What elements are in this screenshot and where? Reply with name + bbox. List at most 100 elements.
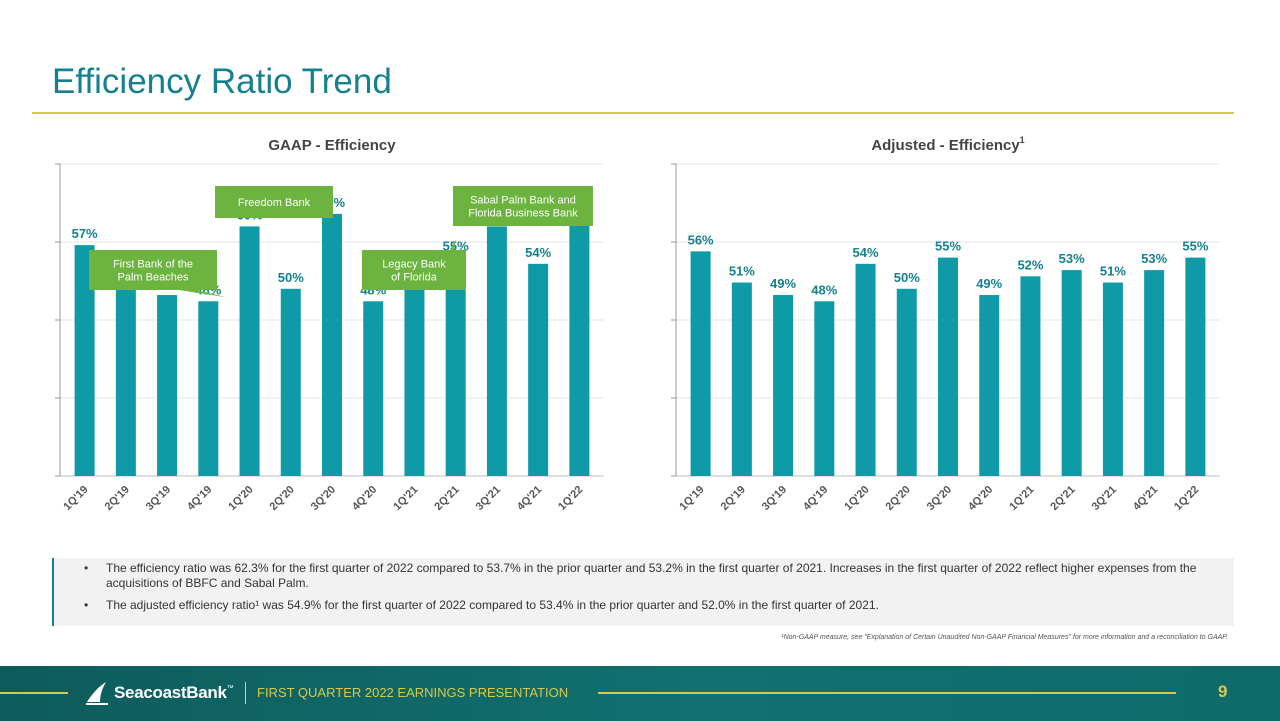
bar-1Q'19 bbox=[690, 251, 711, 476]
sail-icon bbox=[86, 682, 108, 705]
value-label: 52% bbox=[1017, 257, 1043, 272]
bar-1Q'21 bbox=[1020, 276, 1041, 476]
footnote: ¹Non-GAAP measure, see "Explanation of C… bbox=[781, 634, 1228, 641]
value-label: 55% bbox=[935, 239, 961, 254]
footer-rule-right bbox=[598, 692, 1176, 694]
x-tick-label: 3Q'21 bbox=[1090, 484, 1119, 513]
x-tick-label: 3Q'20 bbox=[309, 484, 338, 513]
bar-2Q'20 bbox=[280, 288, 301, 476]
x-tick-label: 2Q'20 bbox=[884, 484, 913, 513]
x-tick-label: 2Q'19 bbox=[719, 484, 748, 513]
callout-text: Legacy Bank bbox=[382, 259, 446, 271]
x-tick-label: 4Q'20 bbox=[966, 484, 995, 513]
bar-4Q'21 bbox=[1144, 270, 1165, 476]
bar-1Q'22 bbox=[1185, 257, 1206, 476]
value-label: 48% bbox=[811, 282, 837, 297]
callout-text: Palm Beaches bbox=[118, 272, 189, 284]
bar-4Q'20 bbox=[979, 295, 1000, 476]
x-tick-label: 1Q'21 bbox=[1007, 484, 1036, 513]
x-tick-label: 1Q'22 bbox=[556, 484, 585, 513]
bar-2Q'19 bbox=[115, 270, 136, 476]
bar-3Q'20 bbox=[938, 257, 958, 476]
x-tick-label: 1Q'21 bbox=[391, 484, 420, 513]
bar-4Q'21 bbox=[528, 263, 549, 476]
value-label: 54% bbox=[853, 245, 879, 260]
x-tick-label: 1Q'22 bbox=[1172, 484, 1201, 513]
callout-2: Freedom Bank bbox=[215, 185, 333, 218]
presentation-label: FIRST QUARTER 2022 EARNINGS PRESENTATION bbox=[257, 685, 569, 700]
value-label: 49% bbox=[976, 276, 1002, 291]
bar-4Q'19 bbox=[814, 301, 835, 476]
x-tick-label: 4Q'20 bbox=[350, 484, 379, 513]
page-number: 9 bbox=[1218, 682, 1228, 701]
logo-text: SeacoastBank bbox=[114, 683, 227, 702]
bar-3Q'19 bbox=[773, 295, 794, 476]
value-label: 50% bbox=[278, 270, 304, 285]
footer-rule-left bbox=[0, 692, 68, 694]
x-tick-label: 2Q'19 bbox=[103, 484, 132, 513]
x-tick-label: 3Q'21 bbox=[474, 484, 503, 513]
value-label: 50% bbox=[894, 270, 920, 285]
value-label: 57% bbox=[72, 226, 98, 241]
x-tick-label: 1Q'20 bbox=[842, 484, 871, 513]
x-tick-label: 4Q'21 bbox=[1131, 484, 1160, 513]
value-label: 53% bbox=[1059, 251, 1085, 266]
callout-box bbox=[362, 250, 466, 290]
chart-title: GAAP - Efficiency bbox=[268, 137, 396, 154]
bar-3Q'21 bbox=[486, 226, 507, 476]
x-tick-label: 2Q'21 bbox=[432, 484, 461, 513]
bar-4Q'20 bbox=[363, 301, 384, 476]
callout-box bbox=[453, 186, 593, 226]
commentary-bullet-gaap: The efficiency ratio was 62.3% for the f… bbox=[84, 561, 1214, 591]
commentary-box: The efficiency ratio was 62.3% for the f… bbox=[52, 558, 1234, 626]
callout-text: Florida Business Bank bbox=[468, 208, 578, 220]
callout-box bbox=[215, 186, 333, 218]
bar-1Q'22 bbox=[569, 213, 590, 477]
bar-3Q'20 bbox=[322, 213, 342, 477]
page-title: Efficiency Ratio Trend bbox=[52, 62, 392, 101]
seacoast-logo: SeacoastBank ™ bbox=[84, 680, 234, 706]
footer-bar: SeacoastBank ™ FIRST QUARTER 2022 EARNIN… bbox=[0, 666, 1280, 721]
chart-title-superscript: 1 bbox=[1020, 135, 1025, 145]
bar-1Q'21 bbox=[404, 270, 425, 476]
x-tick-label: 1Q'20 bbox=[226, 484, 255, 513]
x-tick-label: 3Q'19 bbox=[144, 484, 173, 513]
value-label: 56% bbox=[688, 232, 714, 247]
value-label: 49% bbox=[770, 276, 796, 291]
callout-box bbox=[89, 250, 217, 290]
x-tick-label: 4Q'21 bbox=[515, 484, 544, 513]
x-tick-label: 3Q'20 bbox=[925, 484, 954, 513]
title-divider bbox=[32, 112, 1234, 114]
value-label: 55% bbox=[1182, 239, 1208, 254]
x-tick-label: 3Q'19 bbox=[760, 484, 789, 513]
callout-text: Sabal Palm Bank and bbox=[470, 195, 576, 207]
footer-divider bbox=[245, 682, 246, 704]
gaap-efficiency-chart: GAAP - Efficiency57%1Q'1953%2Q'1949%3Q'1… bbox=[55, 137, 604, 513]
callout-text: of Florida bbox=[391, 272, 438, 284]
x-tick-label: 1Q'19 bbox=[61, 484, 90, 513]
value-label: 51% bbox=[1100, 264, 1126, 279]
bar-1Q'19 bbox=[74, 245, 95, 476]
value-label: 51% bbox=[729, 264, 755, 279]
x-tick-label: 4Q'19 bbox=[801, 484, 830, 513]
bar-1Q'20 bbox=[239, 226, 260, 476]
callout-text: Freedom Bank bbox=[238, 197, 311, 209]
bar-2Q'19 bbox=[731, 282, 752, 476]
value-label: 53% bbox=[1141, 251, 1167, 266]
bar-2Q'20 bbox=[896, 288, 917, 476]
bar-3Q'19 bbox=[157, 295, 178, 476]
x-tick-label: 2Q'21 bbox=[1048, 484, 1077, 513]
x-tick-label: 4Q'19 bbox=[185, 484, 214, 513]
bar-2Q'21 bbox=[1061, 270, 1082, 476]
value-label: 54% bbox=[525, 245, 551, 260]
x-tick-label: 2Q'20 bbox=[268, 484, 297, 513]
x-tick-label: 1Q'19 bbox=[677, 484, 706, 513]
value-label: 55% bbox=[443, 239, 469, 254]
commentary-bullet-adjusted: The adjusted efficiency ratio¹ was 54.9%… bbox=[84, 598, 1214, 613]
bar-2Q'21 bbox=[445, 257, 466, 476]
bar-3Q'21 bbox=[1102, 282, 1123, 476]
adjusted-efficiency-chart: Adjusted - Efficiency1 56% 1Q'19 51% 2Q'19 49… bbox=[671, 135, 1220, 513]
